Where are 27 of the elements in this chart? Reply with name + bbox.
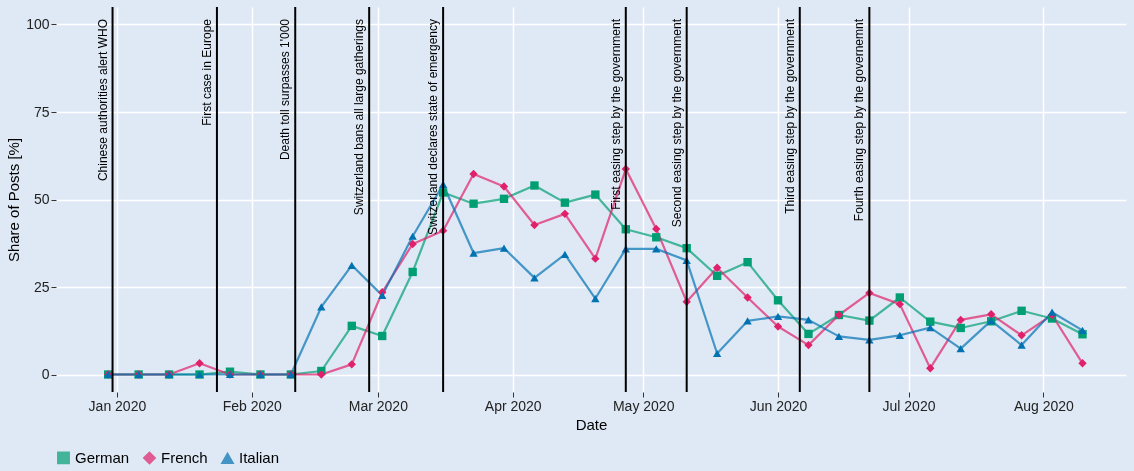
ref-line-label: Death toll surpasses 1'000	[278, 18, 293, 161]
x-tick-label: Jan 2020	[88, 397, 147, 414]
x-tick-label: Aug 2020	[1013, 397, 1075, 414]
x-tick-label: May 2020	[612, 397, 675, 414]
ref-line-label: Switzerland declares state of emergency	[426, 19, 441, 236]
x-tick-label: Jun 2020	[749, 397, 808, 414]
y-tick-label: 75	[33, 103, 50, 120]
legend-label: German	[75, 448, 130, 466]
ref-line-label: Chinese authorities alert WHO	[95, 19, 110, 182]
ref-line-label: Fourth easing step by the governemnt	[852, 18, 867, 222]
x-tick-label: Apr 2020	[484, 397, 542, 414]
y-tick-label: 0	[41, 366, 50, 382]
ref-line-label: First easing step by the government	[608, 18, 623, 210]
y-tick-label: 50	[33, 191, 50, 207]
ref-line-label: Switzerland bans all large gatherings	[352, 19, 367, 216]
legend-label: Italian	[239, 449, 280, 467]
ref-line-label: First case in Europe	[199, 18, 214, 126]
ref-line-label: Second easing step by the government	[669, 18, 684, 228]
ref-line-label: Third easing step by the government	[782, 18, 797, 214]
x-tick-label: Mar 2020	[348, 397, 409, 414]
x-axis-title: Date	[575, 415, 608, 433]
x-tick-label: Jul 2020	[882, 397, 936, 414]
y-axis-title: Share of Posts [%]	[5, 137, 23, 263]
x-tick-label: Feb 2020	[222, 397, 283, 414]
y-tick-label: 25	[33, 278, 50, 295]
legend-label: French	[161, 448, 208, 466]
y-tick-label: 100	[26, 16, 50, 32]
